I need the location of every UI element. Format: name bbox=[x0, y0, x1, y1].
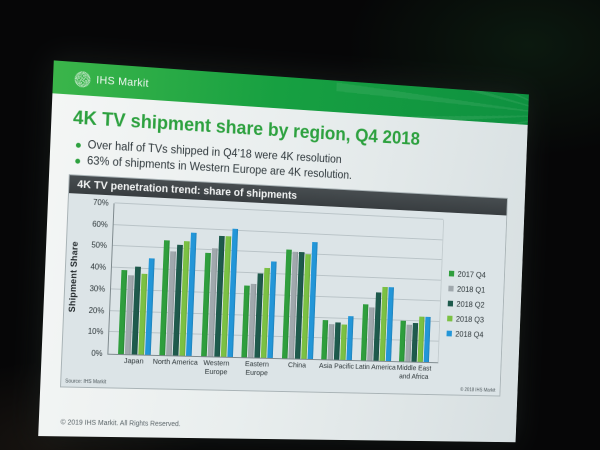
chart-legend: 2017 Q4 2018 Q1 2018 Q2 2018 Q3 2018 Q4 bbox=[439, 244, 506, 364]
legend-label: 2018 Q1 bbox=[456, 284, 486, 295]
chart-copyright: © 2018 IHS Markit bbox=[460, 387, 496, 394]
legend-label: 2017 Q4 bbox=[457, 269, 486, 280]
legend-swatch-icon bbox=[448, 270, 455, 277]
bullet-dot-icon bbox=[75, 158, 81, 164]
ihs-markit-logo: IHS Markit bbox=[74, 70, 149, 91]
y-axis-label: Shipment Share bbox=[67, 241, 80, 313]
bullet-dot-icon bbox=[75, 142, 81, 148]
y-tick-label: 70% bbox=[92, 197, 109, 208]
legend-item: 2018 Q3 bbox=[447, 314, 502, 325]
bar-group: China bbox=[281, 212, 319, 369]
y-tick-label: 20% bbox=[88, 305, 105, 316]
bar-2018-q4 bbox=[424, 317, 432, 363]
y-tick-label: 0% bbox=[91, 348, 103, 359]
legend-swatch-icon bbox=[446, 330, 452, 337]
chart-source-note: Source: IHS Markit bbox=[65, 378, 107, 386]
slide-copyright: © 2019 IHS Markit. All Rights Reserved. bbox=[60, 419, 181, 429]
y-tick-label: 50% bbox=[91, 240, 108, 251]
bar-group: Eastern Europe bbox=[241, 210, 279, 377]
legend-item: 2018 Q4 bbox=[446, 329, 501, 340]
y-tick-label: 40% bbox=[90, 262, 107, 273]
ihs-markit-globe-icon bbox=[74, 70, 91, 88]
legend-swatch-icon bbox=[448, 285, 454, 292]
bar-group: Japan bbox=[117, 204, 157, 365]
y-tick-label: 30% bbox=[89, 284, 106, 294]
bar-group: North America bbox=[153, 206, 198, 367]
x-axis-category-label: Middle East and Africa bbox=[396, 363, 432, 381]
chart-body: Shipment Share 0% 10% 20% 30% 40% 50% 60% 70% J… bbox=[62, 197, 506, 381]
y-tick-label: 60% bbox=[92, 219, 109, 230]
legend-swatch-icon bbox=[447, 300, 454, 307]
bar-chart: 4K TV penetration trend: share of shipme… bbox=[59, 174, 508, 397]
legend-swatch-icon bbox=[447, 315, 453, 322]
legend-label: 2018 Q2 bbox=[456, 299, 485, 310]
legend-item: 2018 Q2 bbox=[447, 299, 503, 310]
bar-group: Western Europe bbox=[200, 208, 239, 376]
y-tick-label: 10% bbox=[87, 327, 104, 337]
bar-2018-q4 bbox=[346, 316, 354, 361]
legend-item: 2018 Q1 bbox=[448, 284, 503, 295]
chart-title: 4K TV penetration trend: share of shipme… bbox=[76, 178, 298, 202]
bar-group: Asia Pacific bbox=[319, 214, 357, 371]
bar-group: Middle East and Africa bbox=[397, 218, 434, 380]
legend-item: 2017 Q4 bbox=[448, 269, 504, 281]
bar-group: Latin America bbox=[355, 216, 397, 372]
plot-area: Japan North America Western Europe Eastern … bbox=[107, 202, 445, 380]
legend-label: 2018 Q3 bbox=[455, 314, 485, 325]
logo-text: IHS Markit bbox=[96, 73, 149, 90]
legend-label: 2018 Q4 bbox=[455, 329, 484, 340]
presentation-slide: IHS Markit 4K TV shipment share by regio… bbox=[38, 60, 529, 443]
